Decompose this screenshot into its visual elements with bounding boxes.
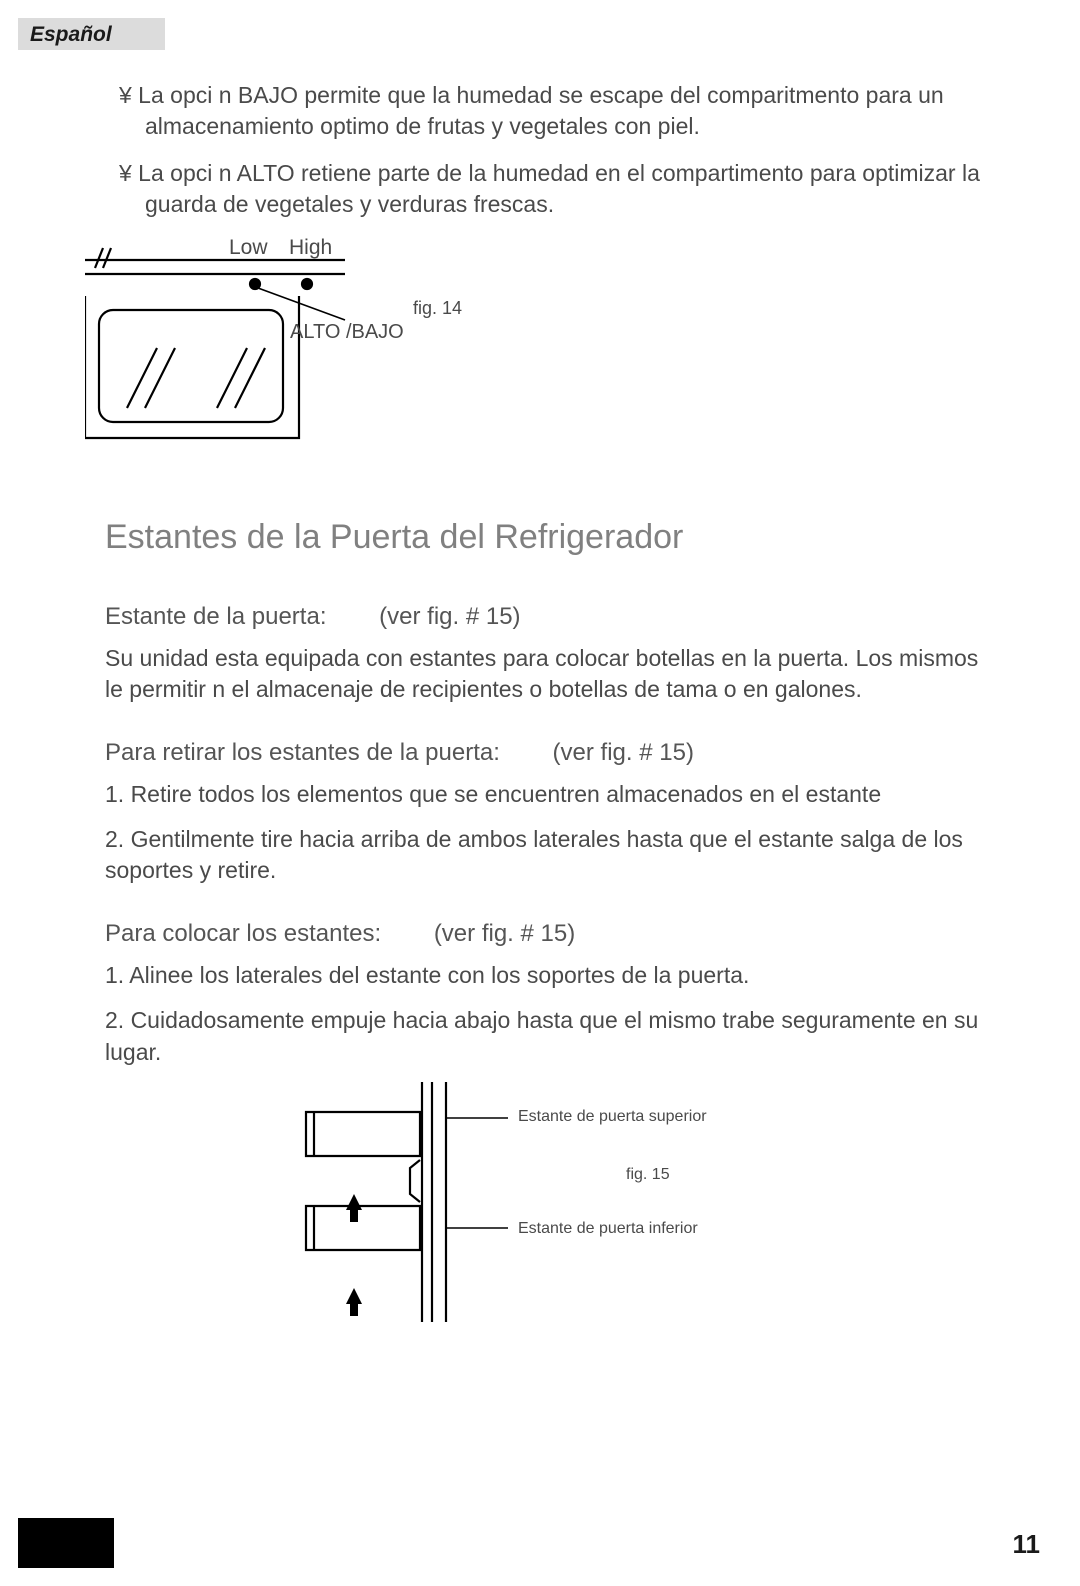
- subsection-heading: Para colocar los estantes: (ver fig. # 1…: [105, 920, 985, 948]
- subsection-heading: Estante de la puerta: (ver fig. # 15): [105, 603, 985, 631]
- figure-reference: (ver fig. # 15): [379, 603, 520, 630]
- figure-reference: (ver fig. # 15): [553, 739, 694, 766]
- bullet-item: ¥ La opci n BAJO permite que la humedad …: [105, 80, 985, 142]
- drawer-diagram-icon: Low High ALTO /BAJO: [85, 238, 415, 463]
- figure-14: Low High ALTO /BAJO fig. 14: [85, 238, 965, 463]
- list-item: 1. Retire todos los elementos que se enc…: [105, 779, 985, 810]
- sub-title: Para colocar los estantes:: [105, 920, 381, 947]
- bullet-item: ¥ La opci n ALTO retiene parte de la hum…: [105, 158, 985, 220]
- subsection-heading: Para retirar los estantes de la puerta: …: [105, 739, 985, 767]
- figure-15: Estante de puerta superior fig. 15 Estan…: [260, 1082, 1080, 1322]
- page-content: ¥ La opci n BAJO permite que la humedad …: [105, 80, 985, 1322]
- shelf-bottom-label: Estante de puerta inferior: [518, 1220, 698, 1238]
- figure-reference: (ver fig. # 15): [434, 920, 575, 947]
- shelf-top-label: Estante de puerta superior: [518, 1108, 707, 1126]
- body-paragraph: Su unidad esta equipada con estantes par…: [105, 643, 985, 705]
- section-title: Estantes de la Puerta del Refrigerador: [105, 518, 985, 557]
- door-shelf-diagram-icon: [260, 1082, 520, 1322]
- sub-title: Estante de la puerta:: [105, 603, 326, 630]
- figure-14-caption: fig. 14: [413, 298, 462, 319]
- figure-15-caption: fig. 15: [626, 1166, 670, 1184]
- footer-marker: [18, 1518, 114, 1568]
- low-label: Low: [229, 238, 268, 259]
- list-item: 1. Alinee los laterales del estante con …: [105, 960, 985, 991]
- list-item: 2. Gentilmente tire hacia arriba de ambo…: [105, 824, 985, 886]
- language-tag: Español: [18, 18, 165, 50]
- high-label: High: [289, 238, 332, 259]
- list-item: 2. Cuidadosamente empuje hacia abajo has…: [105, 1005, 985, 1067]
- alto-bajo-label: ALTO /BAJO: [290, 321, 404, 343]
- page-number: 11: [1013, 1529, 1041, 1560]
- sub-title: Para retirar los estantes de la puerta:: [105, 739, 500, 766]
